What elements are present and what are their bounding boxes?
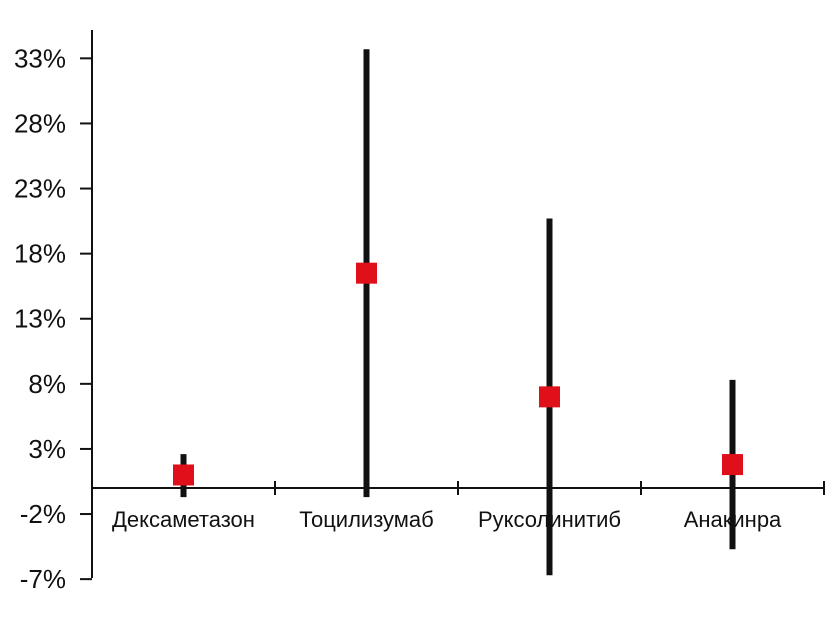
y-tick-label: 8% (28, 369, 66, 399)
y-tick-label: 13% (14, 304, 66, 334)
y-tick-label: 28% (14, 108, 66, 138)
y-tick-label: 33% (14, 43, 66, 73)
y-tick-label: 18% (14, 239, 66, 269)
x-tick-label: Дексаметазон (112, 507, 255, 532)
y-tick-label: -2% (20, 499, 66, 529)
data-marks (173, 49, 743, 576)
data-point-marker (173, 464, 194, 486)
data-point-marker (356, 262, 377, 284)
y-tick-label: 3% (28, 434, 66, 464)
x-tick-label: Тоцилизумаб (299, 507, 434, 532)
data-point-marker (539, 386, 560, 408)
y-axis: -7% -2% 3% 8% 13% 18% 23% 28% 33% (14, 30, 93, 594)
data-point-marker (722, 454, 743, 476)
y-tick-label: -7% (20, 564, 66, 594)
x-axis: ДексаметазонТоцилизумабРуксолинитибАнаки… (92, 481, 825, 532)
y-tick-label: 23% (14, 174, 66, 204)
